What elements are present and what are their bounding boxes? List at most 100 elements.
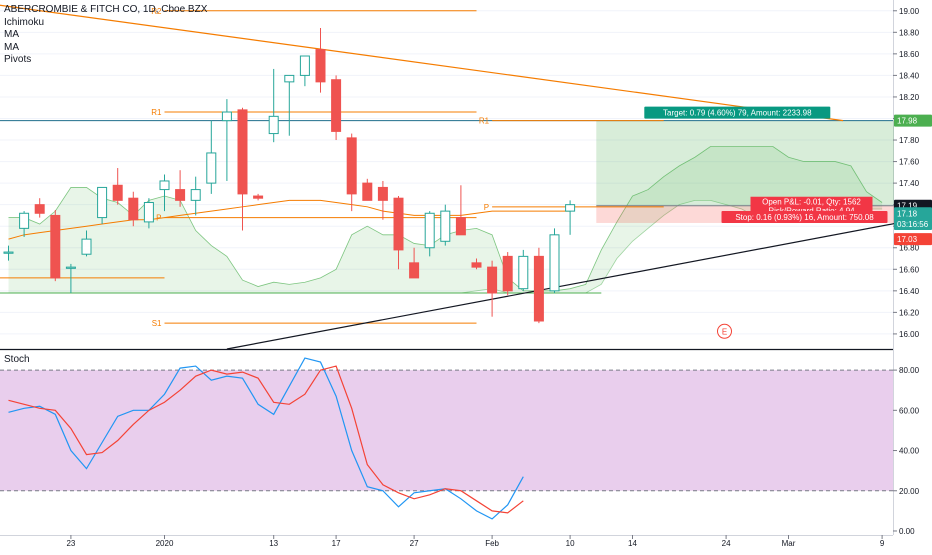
candle bbox=[315, 49, 326, 83]
candle bbox=[533, 255, 544, 322]
candle bbox=[268, 115, 279, 135]
candle bbox=[65, 266, 76, 269]
time-tick-label: Feb bbox=[485, 539, 499, 548]
price-tick-label: 17.80 bbox=[899, 136, 920, 145]
candle bbox=[34, 204, 45, 214]
price-tick-label: 17.40 bbox=[899, 179, 920, 188]
candle bbox=[346, 137, 357, 195]
candle bbox=[424, 212, 435, 249]
chart-legend: ABERCROMBIE & FITCH CO, 1D, Cboe BZX Ich… bbox=[4, 4, 207, 67]
position-stop-label-bg bbox=[721, 210, 888, 223]
candle bbox=[549, 234, 560, 292]
candle bbox=[159, 180, 170, 191]
position-target-label-bg bbox=[644, 106, 831, 119]
candle bbox=[112, 184, 123, 201]
price-tick-label: 19.00 bbox=[899, 7, 920, 16]
pivot-label-4: P bbox=[484, 203, 489, 212]
candle bbox=[97, 186, 108, 219]
candle bbox=[237, 109, 248, 195]
price-tick-label: 18.80 bbox=[899, 28, 920, 37]
pivot-label-1: R1 bbox=[151, 108, 162, 117]
candle bbox=[362, 182, 373, 201]
candle bbox=[81, 238, 92, 255]
stoch-band bbox=[0, 370, 893, 491]
candle bbox=[487, 266, 498, 294]
candle bbox=[331, 79, 342, 132]
candle bbox=[3, 251, 14, 254]
candle bbox=[455, 217, 466, 236]
stoch-legend[interactable]: Stoch bbox=[4, 354, 30, 365]
price-tick-label: 18.40 bbox=[899, 71, 920, 80]
position-target-zone bbox=[596, 120, 903, 206]
time-tick-label: 17 bbox=[332, 539, 341, 548]
position-stop-label: Stop: 0.16 (0.93%) 16, Amount: 750.08 bbox=[735, 213, 874, 222]
time-tick-label: 10 bbox=[566, 539, 575, 548]
chart-title: ABERCROMBIE & FITCH CO, 1D, Cboe BZX bbox=[4, 4, 208, 15]
position-pnl-label: Open P&L: -0.01, Qty: 1562 bbox=[762, 198, 861, 207]
ichimoku-cloud bbox=[8, 146, 883, 293]
price-tick-label: 16.60 bbox=[899, 265, 920, 274]
position-target-label: Target: 0.79 (4.60%) 79, Amount: 2233.98 bbox=[663, 109, 812, 118]
price-badge-4-bg bbox=[894, 233, 932, 246]
event-marker bbox=[717, 323, 732, 339]
candle bbox=[50, 214, 61, 279]
candle bbox=[471, 262, 482, 268]
time-tick-label: 14 bbox=[628, 539, 637, 548]
indicator-ichimoku[interactable]: Ichimoku bbox=[4, 16, 45, 28]
candle bbox=[377, 186, 388, 201]
indicator-ma-1[interactable]: MA bbox=[4, 29, 19, 40]
candle bbox=[299, 55, 310, 76]
price-badge-2-bg bbox=[894, 207, 932, 220]
time-tick-label: 9 bbox=[880, 539, 885, 548]
stoch-tick-label: 80.00 bbox=[899, 366, 920, 375]
candle bbox=[440, 210, 451, 242]
time-tick-label: Mar bbox=[782, 539, 796, 548]
pivot-label-0: R2 bbox=[151, 7, 162, 16]
time-tick-label: 27 bbox=[410, 539, 419, 548]
candle bbox=[409, 262, 420, 279]
time-tick-label: 24 bbox=[722, 539, 731, 548]
price-badge-4: 17.03 bbox=[897, 235, 918, 244]
price-tick-label: 16.00 bbox=[899, 330, 920, 339]
candle bbox=[19, 212, 30, 229]
candle bbox=[393, 197, 404, 251]
pivot-label-3: S1 bbox=[152, 319, 162, 328]
trend-line-resistance bbox=[0, 4, 844, 122]
candle bbox=[128, 197, 139, 221]
stoch-series-0 bbox=[8, 357, 524, 520]
candle bbox=[518, 255, 529, 290]
price-badge-1: 17.19 bbox=[897, 202, 918, 211]
stoch-series-1 bbox=[8, 365, 524, 514]
time-tick-label: 2020 bbox=[156, 539, 174, 548]
price-badge-3-bg bbox=[894, 218, 932, 231]
price-tick-label: 17.60 bbox=[899, 158, 920, 167]
candle bbox=[190, 189, 201, 201]
candle bbox=[253, 195, 264, 199]
price-badge-2: 17.18 bbox=[897, 209, 918, 218]
stoch-tick-label: 20.00 bbox=[899, 487, 920, 496]
price-tick-label: 18.20 bbox=[899, 93, 920, 102]
price-tick-label: 16.20 bbox=[899, 308, 920, 317]
time-tick-label: 23 bbox=[66, 539, 75, 548]
candle bbox=[175, 189, 186, 201]
indicator-pivots[interactable]: Pivots bbox=[4, 54, 32, 65]
indicator-ma-2[interactable]: MA bbox=[4, 41, 19, 53]
candle bbox=[206, 152, 217, 184]
pivot-label-5: R1 bbox=[479, 117, 490, 126]
price-badge-0: 17.98 bbox=[897, 117, 918, 126]
price-badge-3: 03:16:56 bbox=[897, 220, 929, 229]
candle bbox=[221, 111, 232, 122]
price-tick-label: 18.60 bbox=[899, 50, 920, 59]
price-badge-0-bg bbox=[894, 114, 932, 127]
price-tick-label: 16.80 bbox=[899, 244, 920, 253]
price-axis-bg bbox=[894, 0, 932, 550]
stoch-tick-label: 40.00 bbox=[899, 447, 920, 456]
candle bbox=[284, 74, 295, 83]
candle bbox=[502, 255, 513, 292]
event-marker-label: E bbox=[722, 327, 727, 336]
stoch-tick-label: 0.00 bbox=[899, 527, 915, 536]
candle bbox=[143, 202, 154, 223]
stoch-tick-label: 60.00 bbox=[899, 406, 920, 415]
